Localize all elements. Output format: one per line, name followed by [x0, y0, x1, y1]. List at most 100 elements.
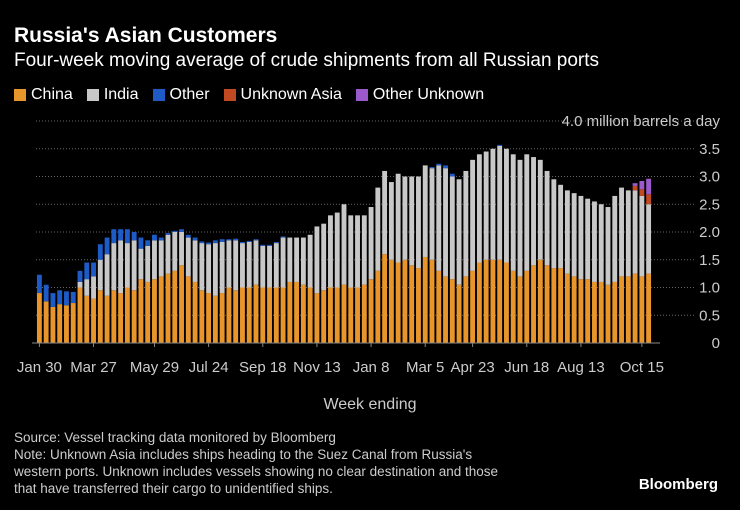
bar-segment	[639, 180, 645, 190]
y-tick-label: 1.5	[699, 252, 720, 269]
bar-segment	[179, 232, 184, 266]
bar-segment	[165, 233, 171, 235]
bar-segment	[111, 243, 117, 291]
bar-segment	[483, 151, 489, 260]
chart-subtitle: Four-week moving average of crude shipme…	[14, 50, 600, 71]
bar-segment	[531, 265, 536, 343]
bar-segment	[388, 259, 394, 343]
bar-segment	[639, 276, 645, 343]
x-tick-label: Oct 15	[620, 359, 664, 376]
x-tick-label: Jun 18	[504, 359, 549, 376]
bar-segment	[185, 234, 191, 238]
bar-segment	[260, 244, 266, 246]
bar-segment	[233, 238, 239, 241]
bar-segment	[497, 259, 503, 343]
bar-segment	[368, 207, 374, 280]
bar-segment	[585, 198, 591, 280]
bar-segment	[612, 195, 618, 282]
bar-segment	[246, 241, 252, 288]
bar-segment	[226, 240, 232, 288]
bar-segment	[64, 291, 69, 306]
bar-segment	[443, 276, 448, 343]
bar-segment	[598, 204, 604, 282]
bar-segment	[632, 190, 638, 274]
bar-segment	[456, 179, 462, 285]
legend-swatch-india	[86, 89, 99, 101]
bar-segment	[199, 243, 205, 291]
bar-segment	[267, 244, 272, 246]
bar-segment	[158, 237, 164, 241]
bar-segment	[416, 268, 421, 343]
bar-segment	[240, 243, 245, 288]
bar-segment	[273, 243, 279, 288]
bar-segment	[179, 265, 184, 343]
bar-segment	[524, 270, 530, 343]
note-line: western ports. Unknown includes vessels …	[14, 464, 499, 479]
bar-segment	[449, 279, 455, 343]
bar-segment	[388, 182, 394, 260]
bar-segment	[226, 239, 232, 241]
bar-segment	[145, 281, 151, 343]
bar-segment	[592, 281, 597, 343]
bar-segment	[253, 284, 259, 343]
legend-label-india: India	[103, 86, 139, 103]
legend-swatch-other-unknown	[355, 89, 368, 101]
bar-segment	[558, 268, 564, 343]
bar-segment	[314, 226, 320, 294]
bar-segment	[436, 163, 442, 166]
y-tick-label: 2.0	[699, 224, 720, 241]
bar-segment	[280, 236, 286, 238]
bar-segment	[578, 279, 584, 343]
bar-segment	[449, 176, 455, 280]
bar-segment	[50, 306, 56, 343]
bar-segment	[416, 176, 421, 269]
bar-segment	[517, 159, 523, 277]
bar-segment	[321, 290, 327, 343]
bar-segment	[564, 273, 570, 343]
bar-segment	[463, 276, 469, 343]
bar-segment	[233, 240, 239, 291]
legend-item-other: Other	[152, 86, 210, 104]
bar-segment	[199, 290, 205, 343]
bar-segment	[294, 237, 300, 282]
bar-segment	[152, 240, 157, 280]
y-tick-label: 3.0	[699, 169, 720, 186]
y-tick-label: 0.5	[699, 307, 720, 324]
bar-segment	[436, 270, 442, 343]
bar-segment	[212, 295, 218, 343]
bar-segment	[355, 215, 360, 288]
bar-segment	[280, 237, 286, 288]
bar-segment	[104, 295, 110, 343]
bar-segment	[361, 215, 367, 285]
legend-swatch-unknown-asia	[223, 89, 236, 101]
bar-segment	[456, 284, 462, 343]
bar-segment	[300, 284, 306, 343]
bar-segment	[97, 259, 103, 291]
bar-segment	[219, 241, 225, 294]
x-tick-label: Jul 24	[189, 359, 229, 376]
bar-segment	[152, 279, 157, 343]
bar-segment	[571, 193, 577, 277]
bar-segment	[240, 241, 245, 244]
bar-segment	[632, 183, 638, 186]
bar-segment	[131, 232, 137, 241]
bar-segment	[206, 242, 212, 245]
bar-segment	[97, 290, 103, 343]
bar-segment	[632, 185, 638, 191]
bar-segment	[382, 254, 388, 343]
bar-segment	[287, 237, 293, 282]
bar-segment	[260, 245, 266, 288]
bar-segment	[280, 287, 286, 343]
bar-segment	[158, 276, 164, 343]
bar-segment	[158, 240, 164, 277]
bar-segment	[429, 167, 435, 169]
bar-segment	[375, 270, 381, 343]
bar-segment	[131, 240, 137, 291]
bar-segment	[97, 244, 103, 260]
x-tick-label: May 29	[130, 359, 179, 376]
bar-segment	[632, 273, 638, 343]
bar-segment	[206, 244, 212, 294]
x-tick-label: Aug 13	[557, 359, 605, 376]
bar-segment	[43, 301, 49, 343]
bar-segment	[138, 237, 144, 249]
